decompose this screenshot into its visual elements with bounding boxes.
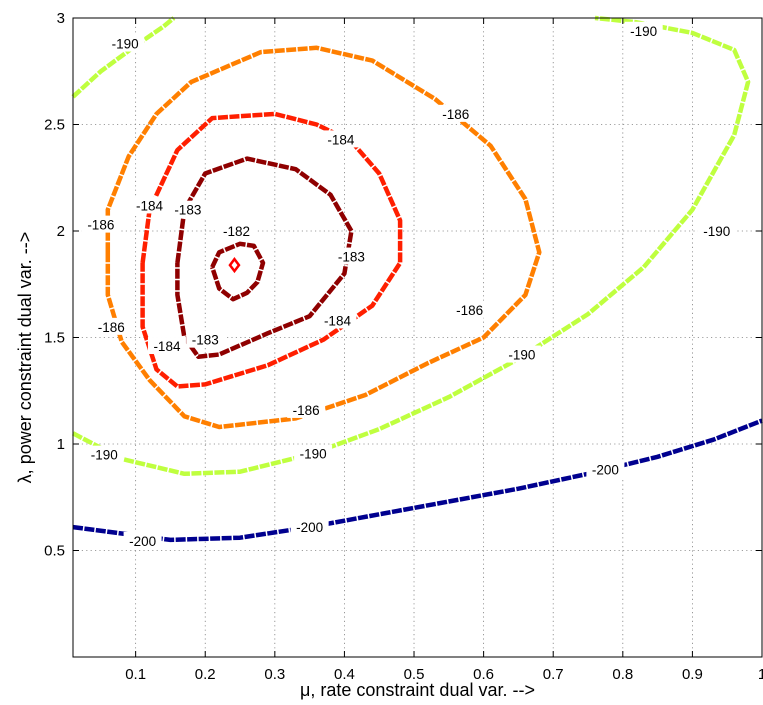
- contour-label-background: [450, 300, 489, 318]
- contour-label-background: [624, 21, 663, 39]
- contour-label: -183: [192, 333, 219, 348]
- contour-label: -186: [293, 403, 320, 418]
- contour-line-190: [71, 16, 176, 99]
- x-tick-label: 0.1: [125, 666, 146, 683]
- y-axis-title: λ, power constraint dual var. -->: [15, 232, 35, 484]
- contour-label: -183: [174, 203, 201, 218]
- x-tick-label: 0.4: [334, 666, 355, 683]
- contour-label-background: [586, 460, 625, 478]
- contour-label: -184: [327, 132, 355, 147]
- x-axis-title: μ, rate constraint dual var. -->: [300, 680, 535, 700]
- contour-line-200: [72, 418, 763, 543]
- x-tick-label: 0.3: [264, 666, 285, 683]
- contour-label: -183: [338, 250, 365, 265]
- contour-label: -200: [296, 520, 323, 535]
- contour-label-background: [294, 444, 333, 462]
- x-tick-label: 0.9: [682, 666, 703, 683]
- contour-label-background: [92, 317, 131, 335]
- axis-ticks: 0.1 0.2 0.3 0.4 0.5 0.6 0.7 0.8 0.9 1 0.5 1 1.5 2 2.5 3: [44, 10, 763, 683]
- contour-label-background: [290, 518, 329, 536]
- contour-label: -186: [98, 320, 125, 335]
- x-tick-label: 1: [758, 666, 763, 683]
- contour-line-186: [105, 45, 542, 430]
- contour-label: -190: [508, 348, 535, 363]
- optimum-marker-layer: [228, 256, 241, 274]
- contour-label: -186: [456, 303, 483, 318]
- contour-label-background: [123, 531, 162, 549]
- contour-curves: [71, 15, 763, 543]
- contour-label-background: [697, 222, 736, 239]
- grid-lines: [73, 18, 762, 657]
- contour-line-184: [140, 111, 403, 389]
- contour-label: -190: [91, 448, 118, 463]
- contour-label: -186: [87, 218, 114, 233]
- y-tick-label: 1.5: [44, 330, 65, 347]
- contour-labels: -200 -200 -200 -190 -190 -190 -190 -190 -190 -186…: [81, 21, 736, 549]
- y-tick-label: 1: [57, 436, 65, 453]
- contour-line-190: [71, 15, 751, 477]
- x-tick-label: 0.6: [473, 666, 494, 683]
- contour-label-background: [81, 215, 120, 233]
- contour-label: -200: [592, 463, 619, 478]
- x-tick-label: 0.2: [195, 666, 216, 683]
- contour-label-background: [130, 196, 169, 214]
- contour-label: -184: [136, 198, 164, 213]
- contour-label: -200: [129, 534, 156, 549]
- contour-label: -184: [153, 339, 181, 354]
- contour-label-background: [321, 130, 360, 148]
- optimum-diamond-marker: [228, 256, 241, 274]
- y-tick-label: 2: [57, 223, 65, 240]
- x-tick-label: 0.7: [543, 666, 564, 683]
- contour-line-182: [210, 241, 266, 302]
- contour-label-background: [85, 445, 124, 463]
- contour-label: -182: [223, 224, 250, 239]
- contour-label: -186: [442, 107, 469, 122]
- x-tick-label: 0.8: [612, 666, 633, 683]
- contour-label: -190: [630, 24, 657, 39]
- y-tick-label: 2.5: [44, 117, 65, 134]
- contour-label-background: [287, 400, 326, 418]
- contour-label-background: [168, 200, 207, 218]
- contour-label-background: [332, 247, 371, 265]
- x-tick-label: 0.5: [404, 666, 425, 683]
- y-tick-label: 3: [57, 10, 65, 27]
- contour-label: -190: [703, 224, 730, 239]
- contour-label-background: [186, 330, 225, 348]
- contour-label: -190: [112, 37, 139, 52]
- contour-label-background: [436, 104, 475, 122]
- y-tick-label: 0.5: [44, 543, 65, 560]
- contour-label-background: [502, 345, 541, 363]
- contour-label-background: [217, 222, 256, 239]
- contour-label: -190: [300, 447, 327, 462]
- contour-label: -184: [324, 313, 352, 328]
- contour-label-background: [147, 337, 186, 355]
- contour-label-background: [318, 311, 357, 329]
- contour-label-background: [106, 34, 145, 52]
